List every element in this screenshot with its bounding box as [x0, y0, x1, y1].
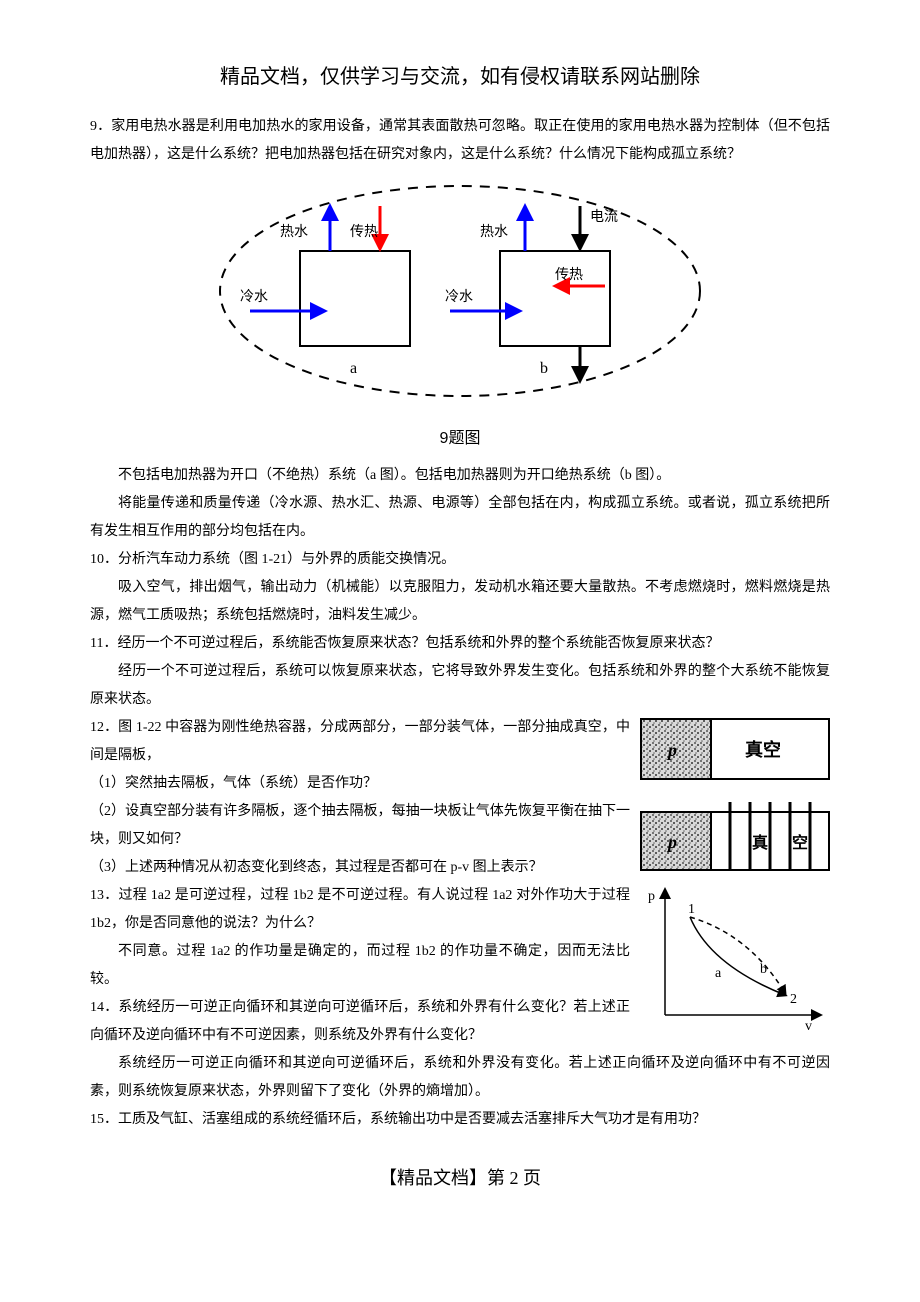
page-header: 精品文档，仅供学习与交流，如有侵权请联系网站删除 — [90, 60, 830, 89]
document-page: 精品文档，仅供学习与交流，如有侵权请联系网站删除 9．家用电热水器是利用电加热水… — [0, 0, 920, 1230]
q10-text: 10．分析汽车动力系统（图 1-21）与外界的质能交换情况。 — [90, 546, 830, 574]
q9-text: 9．家用电热水器是利用电加热水的家用设备，通常其表面散热可忽略。取正在使用的家用… — [90, 113, 830, 169]
q9-answer-1: 不包括电加热器为开口（不绝热）系统（a 图）。包括电加热器则为开口绝热系统（b … — [90, 462, 830, 490]
b-heat-label: 传热 — [555, 267, 583, 283]
q12-figure-1: p 真空 — [640, 718, 830, 785]
a-heat-label: 传热 — [350, 224, 378, 240]
q12-text-pre: 12．图 1-22 中容器为刚性绝热容器，分成两部分， — [90, 720, 405, 735]
q11-answer: 经历一个不可逆过程后，系统可以恢复原来状态，它将导致外界发生变化。包括系统和外界… — [90, 658, 830, 714]
q15-text: 15．工质及气缸、活塞组成的系统经循环后，系统输出功中是否要减去活塞排斥大气功才… — [90, 1106, 830, 1134]
a-cold-water-label: 冷水 — [240, 289, 268, 305]
curve-a-label: a — [715, 966, 722, 981]
q12-figure-2: p 真 空 — [640, 802, 830, 877]
q12-fig2-vacuum-b: 空 — [792, 833, 808, 852]
q9-figure: 热水 传热 冷水 a 热水 电流 传热 冷水 b — [90, 181, 830, 416]
q12-fig2-vacuum-a: 真 — [752, 833, 768, 852]
q12-fig1-svg: p 真空 — [640, 718, 830, 780]
v-axis-label: v — [805, 1019, 812, 1034]
q13-text-pre: 13．过程 1a2 是可逆过程，过程 1b2 是不可逆过程。 — [90, 888, 417, 903]
q9-answer-2: 将能量传递和质量传递（冷水源、热水汇、热源、电源等）全部包括在内，构成孤立系统。… — [90, 490, 830, 546]
q11-text: 11．经历一个不可逆过程后，系统能否恢复原来状态？包括系统和外界的整个系统能否恢… — [90, 630, 830, 658]
system-b-box — [500, 251, 610, 346]
page-footer: 【精品文档】第 2 页 — [90, 1164, 830, 1190]
p-axis-label: p — [648, 889, 655, 904]
q9-figure-caption: 9题图 — [90, 424, 830, 448]
b-cold-water-label: 冷水 — [445, 289, 473, 305]
q14-answer: 系统经历一可逆正向循环和其逆向可逆循环后，系统和外界没有变化。若上述正向循环及逆… — [90, 1050, 830, 1106]
q9-svg: 热水 传热 冷水 a 热水 电流 传热 冷水 b — [210, 181, 710, 411]
q12-sub3-post: 否都可在 p-v 图上表示？ — [391, 860, 543, 875]
q13-pv-figure: p v 1 a b 2 — [640, 885, 830, 1040]
curve-a — [690, 917, 785, 995]
b-hot-water-label: 热水 — [480, 224, 508, 240]
pv-diagram-svg: p v 1 a b 2 — [640, 885, 830, 1035]
system-a-box — [300, 251, 410, 346]
b-label: b — [540, 360, 548, 377]
q12-fig2-svg: p 真 空 — [640, 802, 830, 872]
curve-b-label: b — [760, 962, 767, 977]
point-1-label: 1 — [688, 902, 695, 917]
q12-sub2-pre: （2）设真空部分装有许多隔板，逐个抽去隔板， — [90, 804, 392, 819]
curve-b — [690, 917, 785, 993]
a-label: a — [350, 360, 357, 377]
q12-sub3-pre: （3）上述两种情况从初态变化到终态，其过程是 — [90, 860, 391, 875]
q14-text-pre: 14．系统经历一可逆正向循环和其逆向可逆循环 — [90, 1000, 389, 1015]
q12-block: p 真空 12．图 1-22 中容器为刚性绝热容器，分成两部分，一部分装气体，一… — [90, 714, 830, 882]
q12-fig1-p-label: p — [666, 740, 677, 760]
q10-answer: 吸入空气，排出烟气，输出动力（机械能）以克服阻力，发动机水箱还要大量散热。不考虑… — [90, 574, 830, 630]
point-2-label: 2 — [790, 992, 797, 1007]
a-hot-water-label: 热水 — [280, 224, 308, 240]
q13-ans-pre: 不同意。过程 1a2 的作功量是确定的，而过 — [118, 944, 396, 959]
b-current-label: 电流 — [590, 209, 618, 225]
q12-fig2-p-label: p — [666, 832, 677, 852]
q12-fig1-vacuum-label: 真空 — [745, 739, 781, 760]
